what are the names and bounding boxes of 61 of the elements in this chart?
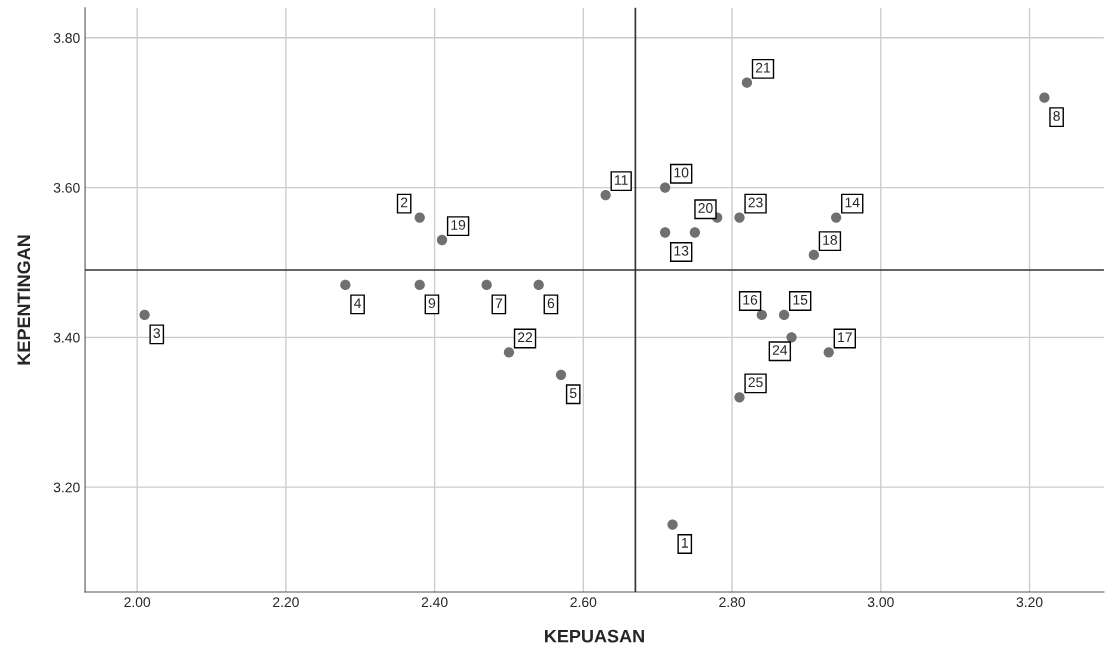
annotation: 2 — [400, 197, 408, 208]
annotation: 4 — [354, 298, 362, 308]
annotation: 24 — [772, 345, 788, 355]
annotation: 7 — [495, 298, 503, 308]
annotation: 21 — [755, 62, 771, 73]
x-axis-title: KEPUASAN — [545, 629, 644, 643]
annotation: 16 — [743, 294, 758, 305]
point — [481, 279, 492, 291]
annotation: 3 — [153, 328, 161, 339]
y-tick-label: 3.40 — [53, 332, 80, 343]
annotation: 8 — [1053, 111, 1060, 121]
point — [734, 212, 745, 223]
point — [689, 227, 701, 238]
point — [778, 309, 790, 321]
point — [786, 332, 797, 343]
y-tick-label: 3.20 — [53, 482, 80, 493]
point — [533, 279, 544, 291]
point — [667, 519, 678, 530]
annotation: 20 — [698, 203, 713, 213]
point — [139, 309, 150, 321]
annotation: 13 — [674, 245, 689, 256]
point — [659, 227, 671, 238]
x-tick-label: 2.20 — [273, 597, 299, 608]
annotation: 9 — [428, 298, 436, 309]
annotation: 18 — [823, 234, 838, 245]
annotation: 11 — [615, 175, 628, 185]
point — [659, 182, 671, 193]
annotation: 10 — [674, 167, 689, 178]
point — [340, 279, 351, 291]
point — [1039, 92, 1050, 103]
point — [756, 309, 767, 321]
annotation: 22 — [518, 332, 533, 343]
x-tick-label: 2.80 — [719, 597, 746, 608]
point — [414, 279, 425, 291]
point — [734, 392, 745, 403]
y-tick-label: 3.80 — [53, 33, 80, 43]
annotation: 1 — [681, 538, 688, 548]
point — [808, 249, 820, 261]
annotation: 19 — [451, 220, 466, 230]
x-tick-label: 2.60 — [570, 597, 597, 608]
annotation: 6 — [547, 298, 555, 309]
y-axis-title: KEPENTINGAN — [17, 235, 31, 365]
point — [741, 77, 753, 88]
annotation: 23 — [748, 197, 763, 208]
x-tick-label: 3.20 — [1016, 597, 1043, 608]
x-tick-label: 2.40 — [421, 597, 448, 608]
y-tick-label: 3.60 — [53, 182, 80, 193]
annotation: 17 — [838, 332, 852, 343]
annotation: 15 — [793, 295, 808, 305]
point — [414, 212, 425, 223]
x-tick-label: 2.00 — [124, 597, 151, 608]
point — [831, 212, 842, 223]
point — [503, 347, 515, 358]
point — [555, 369, 567, 380]
point — [436, 234, 448, 246]
annotation: 5 — [569, 388, 577, 398]
point — [823, 347, 834, 358]
annotation: 25 — [748, 377, 763, 388]
annotation: 14 — [845, 197, 860, 208]
point — [600, 189, 611, 201]
x-tick-label: 3.00 — [867, 597, 894, 608]
